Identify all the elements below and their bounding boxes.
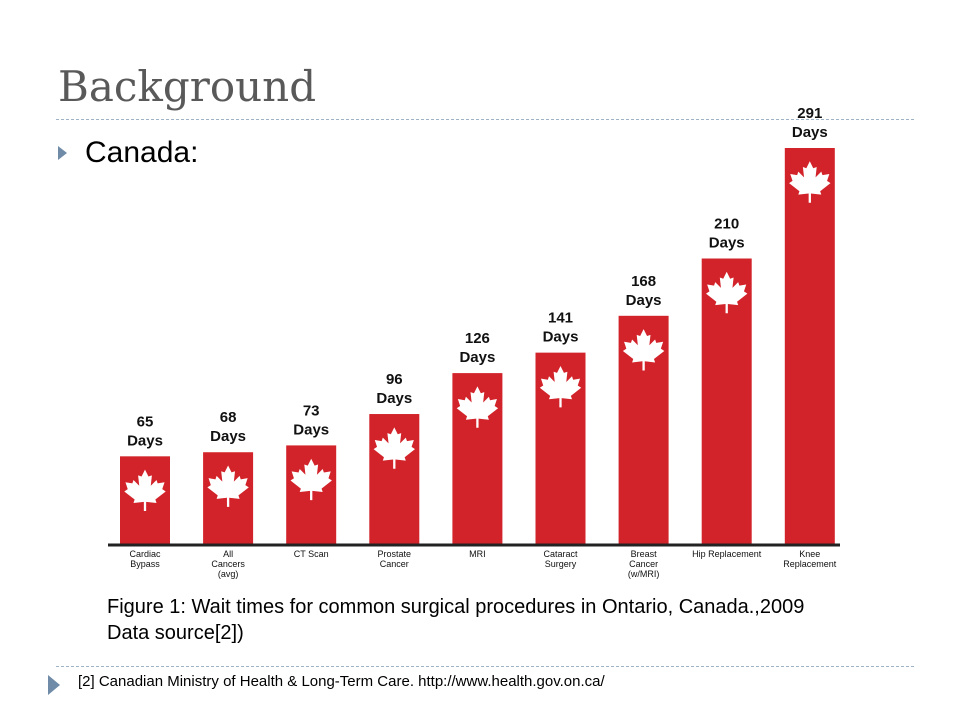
x-tick-label: Prostate [378,549,412,559]
x-tick-label: CT Scan [294,549,329,559]
x-tick-label: Knee [799,549,820,559]
x-tick-label: MRI [469,549,486,559]
x-tick-label: Cardiac [129,549,161,559]
data-label-unit: Days [792,124,828,141]
data-label-value: 73 [303,402,320,419]
x-tick-label: Breast [631,549,658,559]
data-label-unit: Days [543,329,579,346]
x-tick-label: Cancer [629,559,658,569]
x-tick-label: Bypass [130,559,160,569]
bullet-arrow-icon [58,146,67,160]
x-tick-label: Cataract [543,549,578,559]
x-tick-label: Surgery [545,559,577,569]
bar-9 [784,148,835,545]
slide-title: Background [58,62,317,111]
x-tick-label: Hip Replacement [692,549,762,559]
data-label-value: 68 [220,409,237,426]
figure-caption: Figure 1: Wait times for common surgical… [107,594,804,646]
data-label-value: 210 [714,216,739,233]
caption-line-1: Figure 1: Wait times for common surgical… [107,596,805,618]
data-label-value: 65 [137,413,154,430]
data-label-value: 168 [631,273,656,290]
footer-arrow-icon [48,675,60,695]
x-tick-label: Cancers [211,559,245,569]
x-tick-label: Cancer [380,559,409,569]
bullet-item: Canada: [58,136,198,170]
x-tick-label: (w/MRI) [628,569,660,579]
footnote: [2] Canadian Ministry of Health & Long-T… [78,673,605,690]
x-tick-label: Replacement [783,559,837,569]
data-label-unit: Days [626,292,662,309]
data-label-value: 141 [548,310,573,327]
data-label-unit: Days [459,349,495,366]
data-label-value: 96 [386,371,403,388]
bullet-text: Canada: [85,136,199,169]
data-label-unit: Days [210,428,246,445]
x-tick-label: All [223,549,233,559]
title-divider [56,119,914,120]
caption-line-2: Data source[2]) [107,622,244,644]
data-label-unit: Days [127,432,163,449]
data-label-value: 126 [465,330,490,347]
data-label-unit: Days [376,390,412,407]
data-label-unit: Days [293,421,329,438]
data-label-unit: Days [709,235,745,252]
footer-divider [56,666,914,667]
x-tick-label: (avg) [218,569,239,579]
data-label-value: 291 [797,105,822,122]
